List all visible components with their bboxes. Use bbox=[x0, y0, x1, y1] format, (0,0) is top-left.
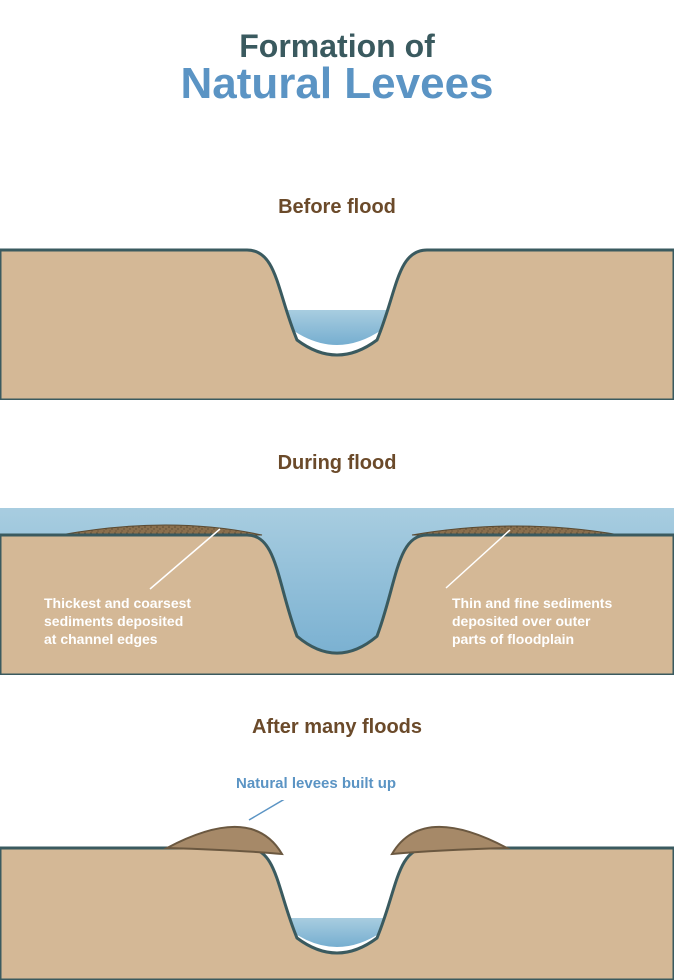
stage-before-label: Before flood bbox=[0, 196, 674, 219]
title-line2: Natural Levees bbox=[0, 59, 674, 109]
panel-after bbox=[0, 800, 674, 980]
annotation-coarse: Thickest and coarsestsediments deposited… bbox=[44, 594, 191, 649]
panel-before bbox=[0, 230, 674, 400]
stage-after-label: After many floods bbox=[0, 716, 674, 739]
ground-after bbox=[0, 848, 674, 980]
annotation-fine: Thin and fine sedimentsdeposited over ou… bbox=[452, 594, 612, 649]
pointer-levee bbox=[249, 800, 300, 820]
annotation-levees: Natural levees built up bbox=[236, 774, 396, 794]
title-block: Formation of Natural Levees bbox=[0, 0, 674, 109]
stage-during-label: During flood bbox=[0, 452, 674, 475]
